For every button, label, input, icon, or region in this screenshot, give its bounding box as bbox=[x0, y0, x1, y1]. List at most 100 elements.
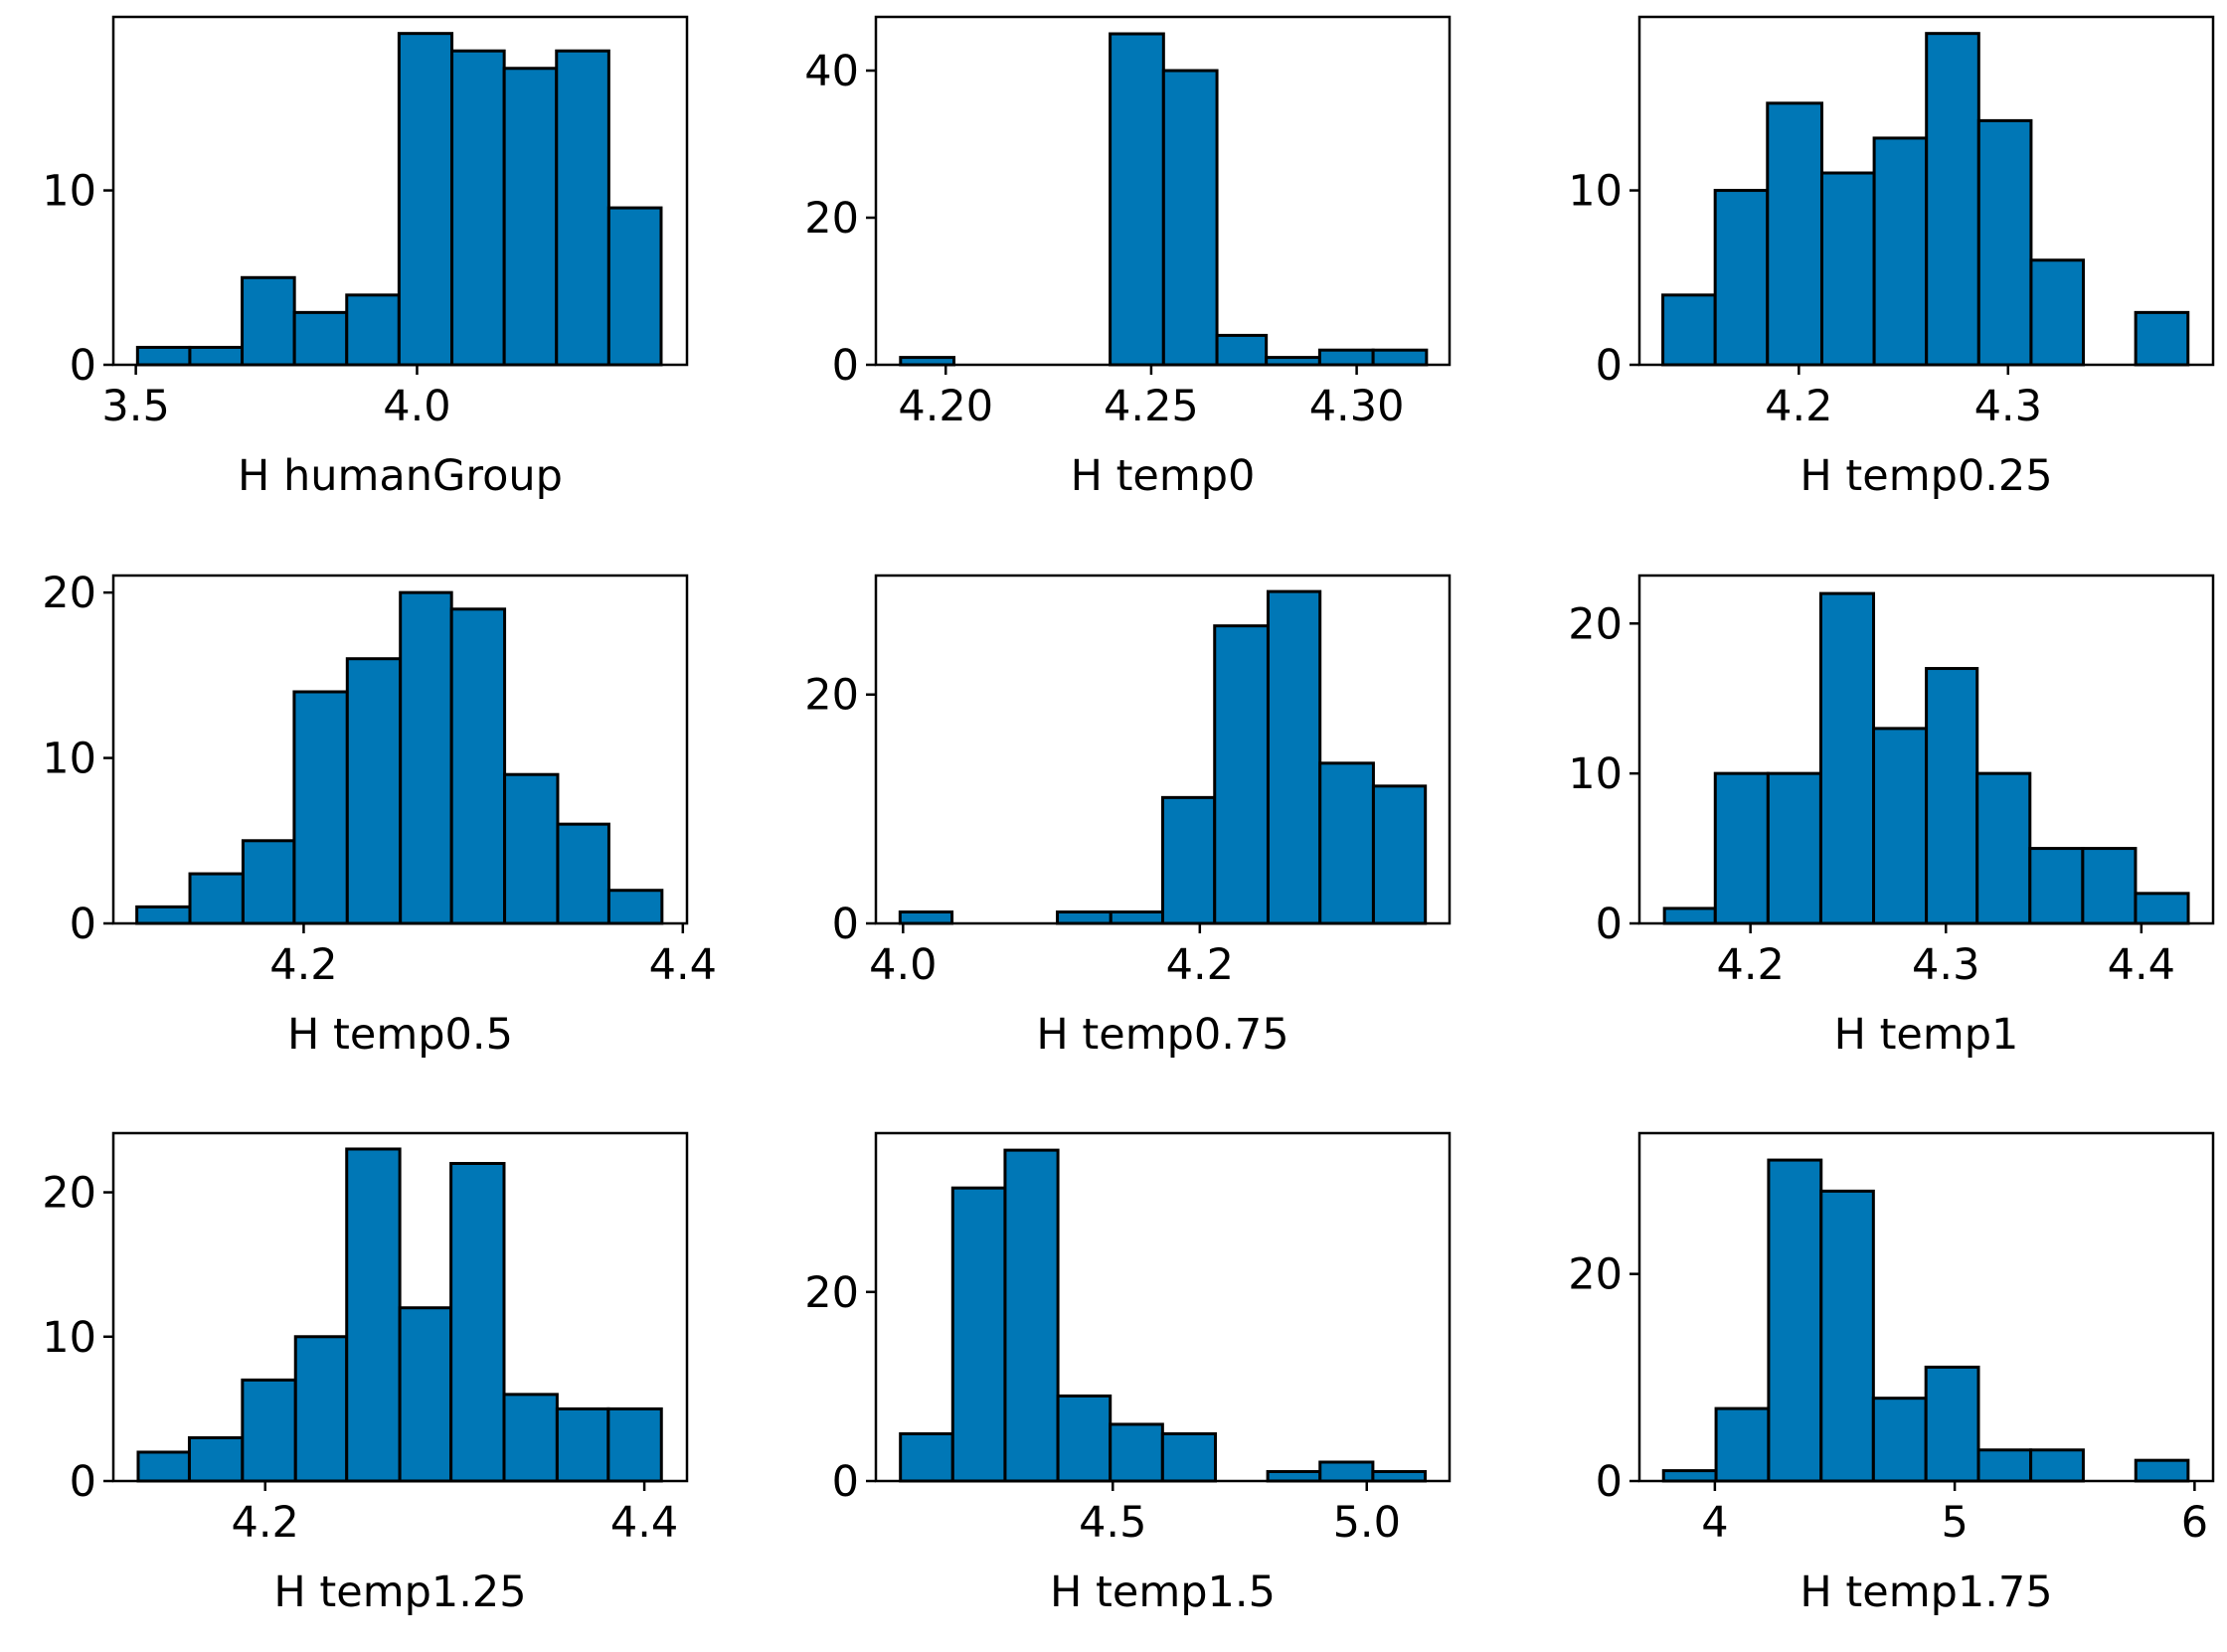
bar bbox=[1161, 69, 1219, 367]
bar bbox=[449, 607, 507, 925]
bar bbox=[2134, 892, 2190, 925]
bar bbox=[1925, 667, 1979, 925]
bar bbox=[1215, 333, 1269, 367]
x-tick-label: 4.2 bbox=[1716, 940, 1784, 990]
x-tick-label: 4.20 bbox=[898, 382, 993, 431]
y-tick-label: 0 bbox=[1596, 341, 1623, 391]
bar bbox=[1714, 1406, 1771, 1483]
x-tick-label: 4.5 bbox=[1079, 1498, 1146, 1548]
y-tick-label: 0 bbox=[1596, 1457, 1623, 1507]
bar bbox=[449, 1161, 506, 1483]
bar bbox=[503, 772, 560, 925]
x-tick-label: 4.30 bbox=[1309, 382, 1405, 431]
bar bbox=[241, 275, 296, 367]
x-tick-label: 4.2 bbox=[269, 940, 337, 990]
x-tick-label: 4.4 bbox=[610, 1498, 678, 1548]
bar bbox=[898, 909, 954, 925]
bar bbox=[1766, 771, 1822, 925]
y-tick-label: 20 bbox=[804, 671, 859, 721]
x-axis-label: H temp1.25 bbox=[273, 1568, 526, 1617]
bar bbox=[1924, 1365, 1980, 1483]
x-tick-label: 4 bbox=[1701, 1498, 1728, 1548]
y-tick-label: 0 bbox=[1596, 900, 1623, 949]
axes-frame bbox=[111, 1131, 689, 1483]
y-tick-label: 20 bbox=[1568, 1250, 1623, 1300]
bar bbox=[135, 345, 192, 367]
bar bbox=[502, 67, 559, 367]
bar bbox=[1318, 1460, 1375, 1483]
bar bbox=[135, 905, 192, 925]
y-tick-label: 40 bbox=[804, 47, 859, 96]
y-tick-label: 20 bbox=[804, 194, 859, 244]
bar bbox=[1160, 1431, 1217, 1483]
x-tick-label: 4.3 bbox=[1912, 940, 1979, 990]
bar bbox=[1056, 909, 1113, 925]
axes-frame bbox=[1637, 574, 2215, 925]
bar bbox=[1871, 1397, 1928, 1483]
x-tick-label: 4.3 bbox=[1974, 382, 2042, 431]
y-tick-label: 0 bbox=[70, 1457, 96, 1507]
y-tick-label: 10 bbox=[1568, 167, 1623, 217]
bar bbox=[397, 32, 454, 367]
bar bbox=[2029, 1448, 2085, 1483]
y-tick-label: 10 bbox=[42, 1313, 96, 1363]
y-tick-label: 10 bbox=[1568, 749, 1623, 799]
bar bbox=[1109, 909, 1165, 925]
x-tick-label: 5 bbox=[1941, 1498, 1968, 1548]
bar bbox=[136, 1450, 191, 1483]
bar bbox=[1056, 1394, 1113, 1483]
bar bbox=[1661, 1469, 1718, 1483]
y-tick-label: 0 bbox=[832, 341, 859, 391]
bar bbox=[1266, 1469, 1322, 1483]
bar bbox=[1662, 907, 1717, 925]
bar bbox=[1925, 32, 1980, 367]
bar bbox=[292, 310, 349, 367]
bar bbox=[345, 293, 401, 367]
bar bbox=[1266, 589, 1322, 925]
axes-frame bbox=[874, 15, 1452, 367]
x-axis-label: H humanGroup bbox=[238, 451, 563, 501]
bar bbox=[241, 1378, 297, 1483]
x-axis-label: H temp1 bbox=[1834, 1010, 2019, 1060]
bar bbox=[1371, 784, 1428, 925]
x-axis-label: H temp0.5 bbox=[287, 1010, 513, 1060]
x-tick-label: 3.5 bbox=[101, 382, 169, 431]
y-tick-label: 20 bbox=[42, 1169, 96, 1219]
axes-frame bbox=[1637, 1131, 2215, 1483]
x-tick-label: 6 bbox=[2181, 1498, 2208, 1548]
x-axis-label: H temp0.75 bbox=[1036, 1010, 1288, 1060]
bar bbox=[950, 1186, 1007, 1483]
x-tick-label: 4.4 bbox=[2108, 940, 2175, 990]
bar bbox=[1766, 101, 1823, 367]
x-axis-label: H temp0.25 bbox=[1799, 451, 2052, 501]
bar bbox=[1109, 1422, 1164, 1483]
x-tick-label: 4.0 bbox=[383, 382, 450, 431]
bar bbox=[1975, 771, 2032, 925]
axes-frame bbox=[874, 574, 1452, 925]
bar bbox=[1161, 795, 1217, 925]
bar bbox=[241, 839, 296, 925]
bar bbox=[188, 345, 245, 367]
bar bbox=[556, 822, 610, 925]
bar bbox=[1872, 136, 1929, 367]
bar bbox=[1713, 189, 1770, 367]
bar bbox=[1371, 1469, 1428, 1483]
bar bbox=[2028, 847, 2085, 925]
y-tick-label: 10 bbox=[42, 735, 96, 784]
bar bbox=[1976, 118, 2033, 367]
bar bbox=[187, 1435, 245, 1483]
x-tick-label: 4.2 bbox=[232, 1498, 299, 1548]
x-tick-label: 4.0 bbox=[869, 940, 937, 990]
x-tick-label: 5.0 bbox=[1333, 1498, 1401, 1548]
bar bbox=[1976, 1448, 2033, 1483]
bar bbox=[899, 1431, 954, 1483]
y-tick-label: 0 bbox=[832, 900, 859, 949]
bar bbox=[1767, 1158, 1823, 1483]
bar bbox=[1819, 171, 1876, 367]
bar bbox=[345, 1147, 402, 1483]
y-tick-label: 20 bbox=[1568, 599, 1623, 649]
x-tick-label: 4.25 bbox=[1104, 382, 1199, 431]
bar bbox=[1318, 761, 1375, 925]
bar bbox=[606, 1406, 663, 1483]
